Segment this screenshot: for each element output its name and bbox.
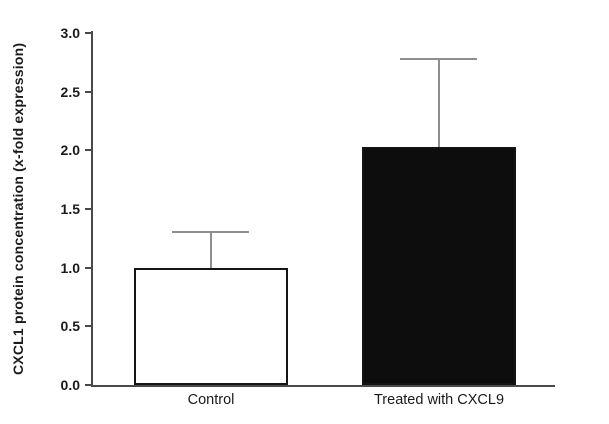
y-tick-label: 0.0 xyxy=(60,377,80,393)
error-bar-cap xyxy=(172,231,249,234)
y-tick-label: 2.0 xyxy=(60,142,80,159)
y-tick-label: 0.5 xyxy=(60,318,80,335)
y-tick-mark xyxy=(85,149,91,152)
y-tick-mark xyxy=(85,208,91,210)
y-tick-label: 2.5 xyxy=(60,83,80,100)
y-tick-mark xyxy=(85,90,91,93)
y-tick-mark xyxy=(85,325,91,328)
error-bar-line xyxy=(210,232,212,268)
y-tick-label: 3.0 xyxy=(60,25,80,41)
category-label: Control xyxy=(187,392,235,408)
bar-treated-with-cxcl9 xyxy=(362,146,516,385)
y-tick-label: 1.5 xyxy=(60,201,80,217)
y-tick-mark xyxy=(85,384,91,386)
y-tick-mark xyxy=(85,266,91,269)
x-axis-line xyxy=(91,385,555,387)
error-bar-cap xyxy=(400,57,477,60)
y-tick-label: 1.0 xyxy=(60,259,80,276)
category-label: Treated with CXCL9 xyxy=(373,392,505,408)
y-axis-line xyxy=(91,31,93,387)
y-tick-mark xyxy=(85,32,91,34)
y-axis-title: CXCL1 protein concentration (x-fold expr… xyxy=(10,42,26,376)
bar-control xyxy=(134,267,288,385)
error-bar-line xyxy=(438,58,440,147)
